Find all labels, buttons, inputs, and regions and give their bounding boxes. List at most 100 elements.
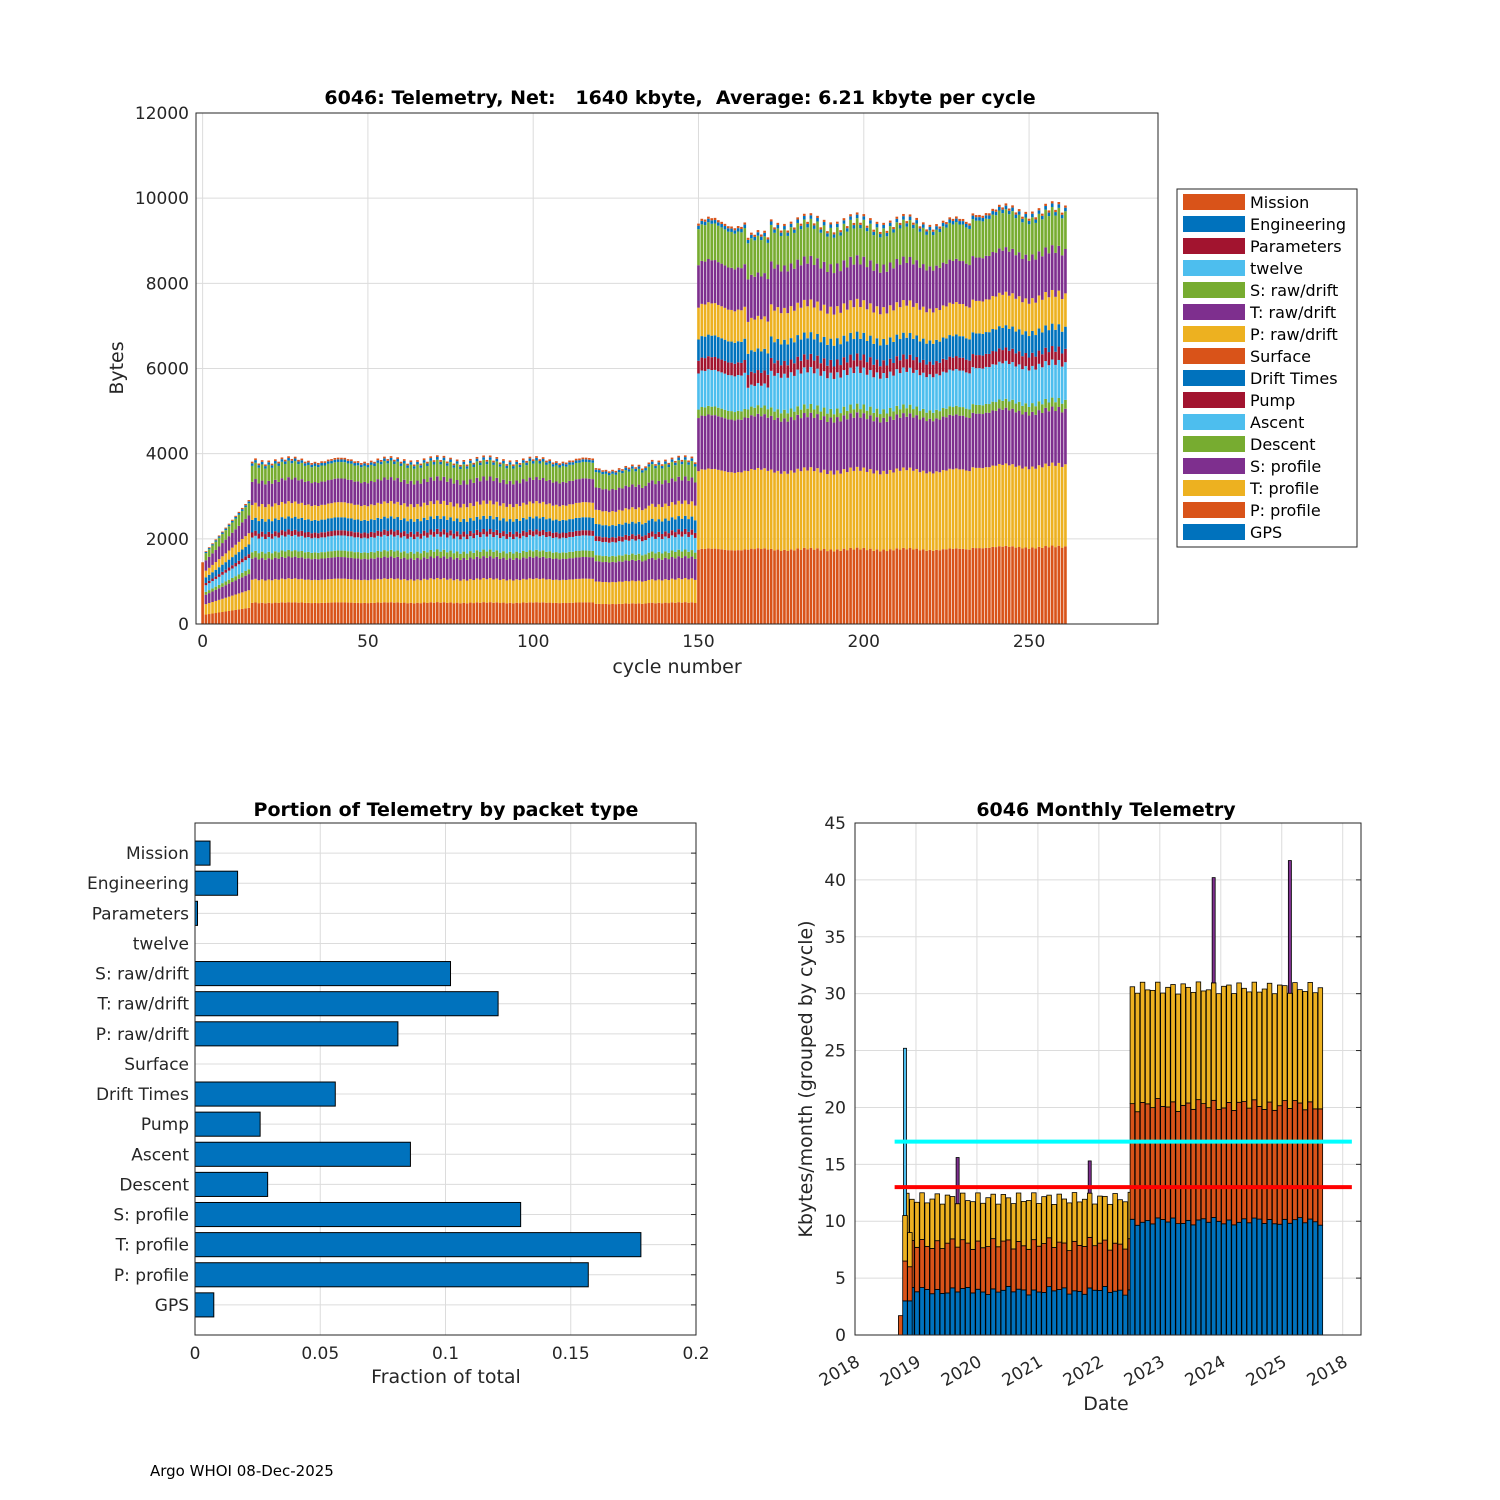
- monthly-y-label: Kbytes/month (grouped by cycle): [795, 920, 817, 1237]
- monthly-bar-segment: [1170, 984, 1176, 1103]
- cycle-bar-segment-t-profile: [869, 469, 872, 549]
- cycle-bar-segment-s-profile: [283, 557, 287, 580]
- cycle-bar-segment-mission: [915, 217, 918, 221]
- cycle-bar-segment-p-profile: [320, 602, 323, 624]
- cycle-bar-segment-pump: [664, 531, 667, 537]
- cycle-bar-stack: [644, 466, 647, 624]
- cycle-bar-segment-engineering: [677, 457, 680, 461]
- cycle-bar-segment-mission: [971, 213, 975, 216]
- cycle-bar-segment-s-raw-drift: [359, 467, 363, 484]
- cycle-bar-segment-p-profile: [555, 602, 558, 624]
- cycle-bar-segment-s-profile: [654, 559, 657, 581]
- cycle-bar-segment-p-profile: [429, 602, 433, 624]
- monthly-bar-stack: [1155, 981, 1161, 1336]
- cycle-bar-segment-t-raw-drift: [247, 515, 251, 534]
- cycle-bar-segment-drift-times: [525, 519, 528, 533]
- cycle-axes-box: [195, 112, 1159, 625]
- cycle-bar-segment-s-profile: [323, 558, 327, 580]
- cycle-bar-stack: [538, 459, 542, 624]
- cycle-bar-segment-engineering: [502, 460, 505, 464]
- cycle-bar-segment-ascent: [634, 540, 637, 555]
- cycle-bar-segment-descent: [376, 550, 380, 558]
- cycle-bar-segment-descent: [862, 404, 866, 414]
- monthly-bar-segment: [1170, 1217, 1176, 1336]
- cycle-bar-segment-s-profile: [631, 559, 634, 581]
- monthly-bar-stack: [1139, 981, 1146, 1336]
- cycle-bar-segment-mission: [700, 218, 704, 221]
- cycle-bar-segment-s-raw-drift: [743, 228, 747, 265]
- cycle-bar-segment-s-profile: [250, 558, 254, 580]
- cycle-bar-segment-t-raw-drift: [373, 482, 376, 506]
- cycle-bar-segment-t-raw-drift: [713, 260, 717, 304]
- cycle-bar-segment-descent: [426, 552, 429, 559]
- cycle-bar-segment-s-raw-drift: [545, 464, 548, 482]
- cycle-bar-segment-t-raw-drift: [307, 481, 310, 505]
- cycle-bar-segment-p-profile: [631, 603, 634, 624]
- cycle-bar-segment-engineering: [1044, 206, 1047, 210]
- cycle-bar-segment-s-raw-drift: [819, 232, 823, 269]
- cycle-bar-segment-s-profile: [822, 416, 826, 470]
- cycle-bar-segment-descent: [442, 549, 446, 557]
- cycle-bar-segment-engineering: [439, 461, 442, 465]
- cycle-bar-segment-p-profile: [578, 602, 581, 624]
- monthly-bar-segment: [1071, 1240, 1078, 1292]
- cycle-bar-segment-p-profile: [316, 603, 320, 624]
- cycle-bar-segment-pump: [726, 362, 730, 376]
- monthly-bar-segment: [1144, 1220, 1151, 1336]
- cycle-bar-segment-s-profile: [862, 413, 866, 468]
- cycle-bar-segment-s-raw-drift: [1031, 217, 1034, 255]
- monthly-bar-stack: [1046, 1194, 1052, 1336]
- cycle-bar-segment-p-raw-drift: [677, 500, 680, 517]
- cycle-bar-segment-t-profile: [237, 593, 241, 610]
- cycle-bar-segment-s-profile: [892, 419, 895, 473]
- cycle-bar-stack: [997, 204, 1001, 624]
- cycle-bar-segment-drift-times: [555, 519, 558, 533]
- cycle-bar-segment-pump: [376, 530, 380, 536]
- cycle-bar-segment-t-profile: [974, 467, 978, 549]
- cycle-bar-segment-p-raw-drift: [908, 300, 912, 333]
- cycle-bar-segment-p-raw-drift: [597, 510, 601, 525]
- cycle-bar-segment-pump: [717, 358, 720, 372]
- cycle-bar-segment-s-profile: [518, 559, 522, 581]
- cycle-bar-segment-s-raw-drift: [726, 231, 730, 268]
- cycle-bar-segment-p-profile: [730, 550, 733, 624]
- cycle-bar-segment-p-raw-drift: [313, 505, 317, 520]
- cycle-bar-segment-ascent: [670, 535, 674, 551]
- cycle-bar-segment-drift-times: [799, 339, 803, 361]
- cycle-bar-segment-t-profile: [938, 472, 942, 551]
- monthly-bar-segment: [1200, 1103, 1207, 1220]
- cycle-bar-segment-s-profile: [664, 557, 667, 580]
- cycle-bar-segment-descent: [703, 407, 707, 416]
- cycle-bar-segment-s-raw-drift: [1017, 214, 1021, 253]
- monthly-bar-segment: [949, 1196, 956, 1240]
- cycle-bar-segment-mission: [806, 221, 809, 224]
- cycle-bar-segment-drift-times: [776, 338, 780, 361]
- cycle-bar-segment-s-profile: [958, 415, 961, 470]
- cycle-bar-segment-t-profile: [393, 579, 396, 603]
- cycle-bar-segment-descent: [363, 552, 366, 559]
- cycle-bar-segment-ascent: [350, 536, 353, 552]
- portion-category-label: S: raw/drift: [95, 965, 189, 985]
- cycle-bar-segment-s-raw-drift: [1057, 207, 1061, 246]
- cycle-bar-segment-p-raw-drift: [386, 503, 390, 519]
- cycle-bar-segment-mission: [508, 460, 512, 463]
- cycle-bar-segment-mission: [640, 468, 644, 471]
- legend-swatch: [1183, 260, 1245, 276]
- cycle-bar-segment-mission: [297, 459, 300, 462]
- cycle-bar-segment-engineering: [234, 516, 237, 519]
- cycle-bar-segment-drift-times: [389, 516, 393, 530]
- cycle-bar-segment-p-profile: [469, 602, 472, 624]
- cycle-bar-segment-mission: [978, 214, 981, 218]
- cycle-bar-segment-t-raw-drift: [905, 262, 909, 306]
- cycle-bar-segment-p-raw-drift: [776, 307, 780, 339]
- cycle-bar-segment-pump: [297, 531, 300, 537]
- cycle-bar-segment-mission: [859, 222, 862, 225]
- cycle-bar-segment-drift-times: [432, 518, 436, 532]
- monthly-bar-segment: [1122, 1294, 1128, 1336]
- cycle-bar-segment-engineering: [588, 459, 591, 463]
- cycle-bar-segment-p-raw-drift: [941, 305, 945, 338]
- cycle-bar-segment-p-profile: [528, 602, 532, 624]
- cycle-bar-segment-s-raw-drift: [528, 461, 532, 478]
- cycle-bar-segment-mission: [217, 535, 221, 537]
- legend-entry: P: raw/drift: [1250, 325, 1338, 344]
